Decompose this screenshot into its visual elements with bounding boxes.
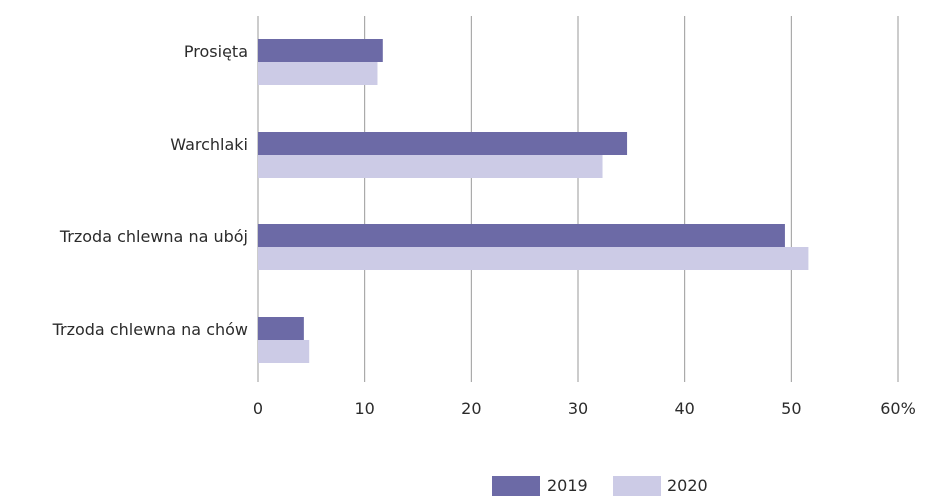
x-tick-label: 0	[253, 399, 263, 418]
x-tick-label: 60%	[880, 399, 916, 418]
x-tick-label: 50	[781, 399, 801, 418]
bar-2020	[258, 340, 310, 363]
category-label: Warchlaki	[170, 135, 248, 154]
category-label: Trzoda chlewna na ubój	[59, 227, 248, 246]
bar-2019	[258, 224, 785, 247]
legend-label-2019: 2019	[547, 476, 588, 495]
legend-label-2020: 2020	[667, 476, 708, 495]
legend-swatch-2020	[613, 476, 661, 496]
bars	[258, 39, 809, 363]
bar-2020	[258, 155, 603, 178]
x-tick-label: 10	[354, 399, 374, 418]
x-tick-labels: 0 10 20 30 40 50 60%	[253, 399, 916, 418]
legend: 2019 2020	[492, 476, 708, 496]
category-label: Prosięta	[184, 42, 248, 61]
x-tick-label: 30	[568, 399, 588, 418]
legend-swatch-2019	[492, 476, 540, 496]
bar-2019	[258, 39, 383, 62]
category-labels: Prosięta Warchlaki Trzoda chlewna na ubój T…	[52, 42, 248, 339]
x-tick-label: 20	[461, 399, 481, 418]
x-tick-label: 40	[674, 399, 694, 418]
bar-2019	[258, 132, 628, 155]
bar-2020	[258, 62, 378, 85]
category-label: Trzoda chlewna na chów	[52, 320, 248, 339]
bar-2019	[258, 317, 304, 340]
bar-2020	[258, 247, 809, 270]
